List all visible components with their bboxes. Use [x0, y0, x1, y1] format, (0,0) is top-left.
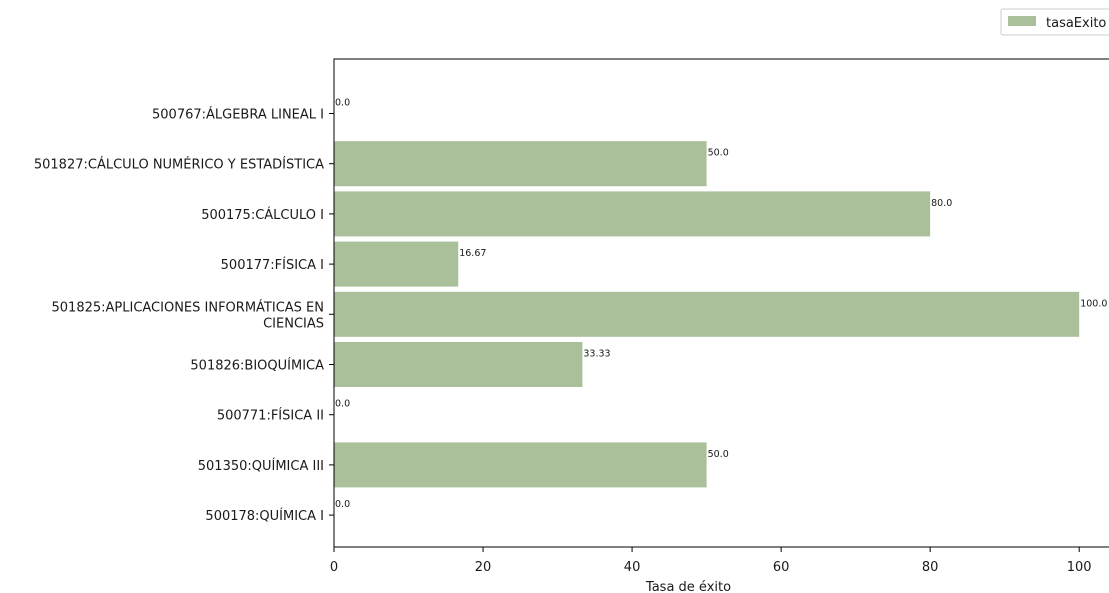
- data-labels-group: 0.0 50.0 80.0 16.67 100.0 33.33 0.0 50.0 0.0: [335, 98, 1107, 511]
- y-tick-label: 501350:QUÍMICA III: [198, 458, 324, 474]
- y-tick-label-line: 500177:FÍSICA I: [221, 257, 324, 273]
- bars-group: [334, 141, 1080, 488]
- y-tick-label-line: 500771:FÍSICA II: [217, 408, 324, 424]
- y-tick-label-line: 500175:CÁLCULO I: [201, 207, 324, 223]
- data-label: 0.0: [335, 399, 350, 410]
- x-tick-label: 60: [773, 560, 790, 575]
- y-tick-label: 501825:APLICACIONES INFORMÁTICAS EN CIENC…: [52, 299, 325, 331]
- bar: [334, 191, 931, 237]
- bar: [334, 141, 707, 187]
- data-label: 50.0: [708, 148, 729, 159]
- data-label: 0.0: [335, 499, 350, 510]
- bar: [334, 241, 459, 287]
- legend-label: tasaExito: [1046, 16, 1106, 31]
- data-label: 33.33: [583, 349, 610, 360]
- y-tick-label: 500178:QUÍMICA I: [205, 508, 324, 524]
- bar: [334, 342, 583, 387]
- y-tick-label-line: CIENCIAS: [263, 316, 324, 331]
- bar: [334, 291, 1080, 337]
- x-axis: 0 20 40 60 80 100: [330, 547, 1092, 575]
- y-axis: 500767:ÁLGEBRA LINEAL I 501827:CÁLCULO NU…: [34, 107, 334, 524]
- y-tick-label: 501827:CÁLCULO NUMÉRICO Y ESTADÍSTICA: [34, 157, 324, 173]
- y-tick-label: 500767:ÁLGEBRA LINEAL I: [152, 107, 324, 123]
- legend-swatch: [1008, 16, 1036, 26]
- legend-box: [1000, 8, 1109, 36]
- y-tick-label-line: 501826:BIOQUÍMICA: [190, 358, 324, 374]
- y-tick-label: 500177:FÍSICA I: [221, 257, 324, 273]
- y-tick-label: 501826:BIOQUÍMICA: [190, 358, 324, 374]
- y-tick-label-line: 501825:APLICACIONES INFORMÁTICAS EN: [52, 299, 325, 315]
- y-tick-label-line: 501827:CÁLCULO NUMÉRICO Y ESTADÍSTICA: [34, 157, 324, 173]
- data-label: 16.67: [459, 248, 486, 259]
- x-tick-label: 100: [1067, 560, 1092, 575]
- plot-frame: [333, 58, 1109, 548]
- x-tick-label: 40: [624, 560, 641, 575]
- x-tick-label: 0: [330, 560, 338, 575]
- bar: [334, 442, 707, 488]
- data-label: 80.0: [931, 198, 952, 209]
- x-tick-label: 80: [922, 560, 939, 575]
- y-tick-label-line: 500767:ÁLGEBRA LINEAL I: [152, 107, 324, 123]
- y-tick-label-line: 501350:QUÍMICA III: [198, 458, 324, 474]
- legend[interactable]: tasaExito: [1000, 8, 1109, 36]
- data-label: 0.0: [335, 98, 350, 109]
- x-axis-title: Tasa de éxito: [645, 580, 731, 593]
- y-tick-label-line: 500178:QUÍMICA I: [205, 508, 324, 524]
- data-label: 100.0: [1080, 298, 1107, 309]
- y-tick-label: 500175:CÁLCULO I: [201, 207, 324, 223]
- data-label: 50.0: [708, 449, 729, 460]
- x-tick-label: 20: [475, 560, 492, 575]
- y-tick-label: 500771:FÍSICA II: [217, 408, 324, 424]
